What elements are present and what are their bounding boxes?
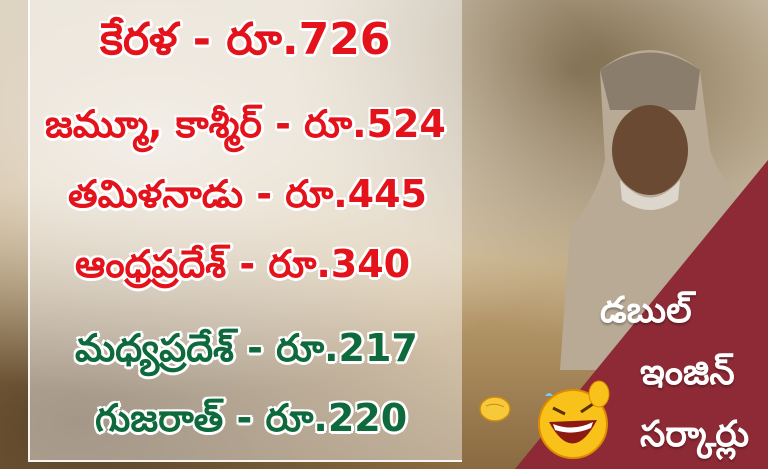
- wage-value: రూ.217: [276, 326, 418, 370]
- wage-value: రూ.445: [285, 172, 427, 216]
- state-name: మధ్యప్రదేశ్: [75, 326, 234, 370]
- state-name: జమ్మూ, కాశ్మీర్: [45, 102, 262, 146]
- row-jammu-kashmir: జమ్మూ, కాశ్మీర్ - రూ.524: [45, 102, 446, 156]
- state-name: తమిళనాడు: [68, 172, 244, 216]
- separator: -: [192, 14, 212, 65]
- row-madhya-pradesh: మధ్యప్రదేశ్ - రూ.217: [75, 326, 418, 380]
- state-name: ఆంధ్రప్రదేశ్: [75, 242, 227, 286]
- row-kerala: కేరళ - రూ.726: [100, 14, 390, 76]
- row-tamil-nadu: తమిళనాడు - రూ.445: [68, 172, 427, 226]
- wage-value: రూ.726: [226, 14, 391, 65]
- row-gujarat: గుజరాత్ - రూ.220: [95, 396, 407, 450]
- text-panel: [28, 0, 462, 462]
- pointing-hand-icon: [479, 396, 511, 422]
- separator: -: [239, 242, 256, 286]
- slogan-line-3: సర్కార్లు: [640, 414, 750, 455]
- state-name: గుజరాత్: [95, 396, 224, 440]
- state-name: కేరళ: [100, 14, 178, 65]
- wage-value: రూ.524: [304, 102, 446, 146]
- wage-value: రూ.340: [268, 242, 411, 286]
- separator: -: [247, 326, 263, 370]
- wage-value: రూ.220: [265, 396, 408, 440]
- separator: -: [256, 172, 273, 216]
- slogan-line-1: డబుల్: [600, 290, 692, 331]
- row-andhra-pradesh: ఆంధ్రప్రదేశ్ - రూ.340: [75, 242, 410, 296]
- separator: -: [275, 102, 291, 146]
- laughing-emoji-icon: [538, 380, 610, 459]
- separator: -: [236, 396, 253, 440]
- slogan-line-2: ఇంజిన్: [640, 352, 735, 393]
